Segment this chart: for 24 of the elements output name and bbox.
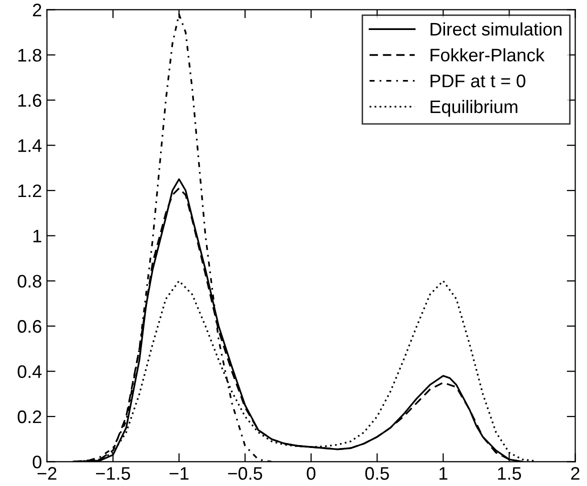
x-tick-label: −2 <box>38 467 56 480</box>
y-tick-label: 0 <box>32 456 42 468</box>
x-tick-label: 0.5 <box>365 467 389 480</box>
x-tick-label: −0.5 <box>228 467 262 480</box>
x-tick-label: −1 <box>170 467 188 480</box>
legend-label: Direct simulation <box>430 22 562 36</box>
x-tick-label: 1.5 <box>498 467 522 480</box>
y-tick-label: 1.8 <box>18 48 42 62</box>
y-tick-label: 0.8 <box>18 274 42 288</box>
y-tick-label: 0.6 <box>18 320 42 333</box>
y-tick-label: 1.6 <box>18 94 42 107</box>
y-tick-label: 0.2 <box>18 410 42 424</box>
x-tick-label: 2 <box>571 467 580 480</box>
y-tick-label: 2 <box>32 4 42 16</box>
x-tick-label: 1 <box>440 467 448 480</box>
y-tick-label: 1.4 <box>18 139 42 152</box>
legend-label: Equilibrium <box>430 100 518 117</box>
y-tick-label: 0.4 <box>18 365 42 378</box>
legend-label: PDF at t = 0 <box>430 74 526 88</box>
x-tick-label: −1.5 <box>96 467 130 480</box>
y-tick-label: 1 <box>33 230 42 242</box>
legend-label: Fokker-Planck <box>430 48 545 62</box>
x-tick-label: 0 <box>306 467 316 480</box>
y-tick-label: 1.2 <box>18 184 42 198</box>
